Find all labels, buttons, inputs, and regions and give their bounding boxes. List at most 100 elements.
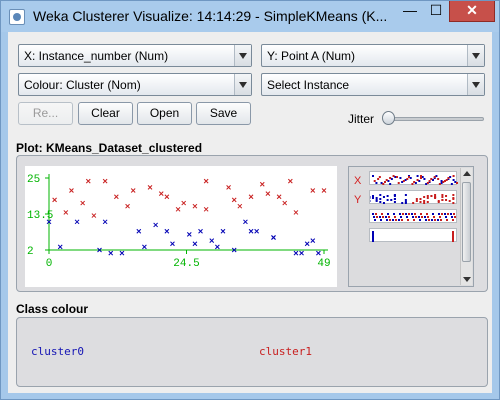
- maximize-button[interactable]: ☐: [429, 2, 443, 18]
- data-point-cluster1[interactable]: [282, 200, 288, 206]
- select-instance-select[interactable]: Select Instance: [261, 73, 485, 96]
- data-point-cluster0[interactable]: [304, 241, 310, 247]
- plot-panel: 25 13.5 2 0 24.5 49 X Y: [16, 155, 488, 292]
- data-point-cluster1[interactable]: [80, 200, 86, 206]
- data-point-cluster1[interactable]: [91, 213, 97, 218]
- data-point-cluster1[interactable]: [130, 188, 136, 193]
- attribute-bar-point-b[interactable]: [369, 209, 457, 223]
- data-point-cluster0[interactable]: [310, 238, 316, 243]
- minimize-button[interactable]: —: [403, 2, 417, 18]
- mini-point-cluster1: [376, 216, 378, 218]
- mini-point-cluster1: [395, 219, 397, 221]
- data-point-cluster1[interactable]: [237, 203, 243, 209]
- colour-select[interactable]: Colour: Cluster (Nom): [18, 73, 252, 96]
- data-point-cluster0[interactable]: [136, 228, 142, 234]
- data-point-cluster0[interactable]: [108, 250, 114, 256]
- y-axis-select[interactable]: Y: Point A (Num): [261, 44, 485, 67]
- data-point-cluster1[interactable]: [102, 178, 108, 184]
- data-point-cluster0[interactable]: [209, 238, 215, 243]
- data-point-cluster1[interactable]: [175, 206, 181, 212]
- data-point-cluster0[interactable]: [119, 250, 125, 256]
- data-point-cluster0[interactable]: [74, 219, 80, 225]
- data-point-cluster0[interactable]: [231, 247, 237, 253]
- attribute-bar-instance-number[interactable]: [369, 171, 458, 185]
- data-point-cluster1[interactable]: [321, 188, 327, 193]
- title-bar[interactable]: Weka Clusterer Visualize: 14:14:29 - Sim…: [1, 1, 499, 32]
- data-point-cluster1[interactable]: [113, 194, 119, 200]
- data-point-cluster1[interactable]: [276, 194, 282, 200]
- mini-point-cluster1: [423, 202, 426, 204]
- data-point-cluster1[interactable]: [203, 178, 209, 184]
- data-point-cluster0[interactable]: [153, 222, 158, 228]
- data-point-cluster1[interactable]: [265, 191, 271, 197]
- attribute-bar-cluster[interactable]: [369, 228, 457, 242]
- data-point-cluster1[interactable]: [287, 178, 293, 184]
- chevron-down-icon[interactable]: [467, 45, 484, 66]
- data-point-cluster1[interactable]: [310, 188, 316, 193]
- save-button[interactable]: Save: [196, 102, 251, 125]
- data-point-cluster1[interactable]: [259, 181, 265, 187]
- chevron-down-icon[interactable]: [234, 45, 251, 66]
- data-point-cluster0[interactable]: [198, 228, 203, 234]
- data-point-cluster0[interactable]: [170, 241, 175, 247]
- cluster1-legend[interactable]: cluster1: [259, 345, 312, 358]
- chevron-down-icon[interactable]: [467, 74, 484, 95]
- data-point-cluster0[interactable]: [97, 247, 102, 253]
- data-point-cluster1[interactable]: [63, 210, 69, 215]
- data-point-cluster0[interactable]: [215, 244, 220, 250]
- data-point-cluster1[interactable]: [181, 200, 187, 206]
- cluster0-legend[interactable]: cluster0: [31, 345, 84, 358]
- x-axis-select[interactable]: X: Instance_number (Num): [18, 44, 252, 67]
- mini-point-cluster0: [372, 197, 374, 199]
- close-button[interactable]: ✕: [449, 1, 495, 22]
- data-point-cluster1[interactable]: [203, 206, 209, 212]
- data-point-cluster1[interactable]: [164, 194, 170, 200]
- jitter-slider[interactable]: [386, 117, 484, 121]
- data-point-cluster0[interactable]: [57, 244, 63, 250]
- data-point-cluster0[interactable]: [293, 250, 299, 256]
- data-point-cluster0[interactable]: [192, 241, 198, 247]
- data-point-cluster1[interactable]: [158, 191, 164, 197]
- data-point-cluster1[interactable]: [52, 197, 57, 203]
- data-point-cluster1[interactable]: [248, 194, 254, 200]
- scroll-up-icon[interactable]: [461, 168, 473, 180]
- data-point-cluster0[interactable]: [299, 250, 304, 256]
- data-point-cluster0[interactable]: [164, 228, 170, 234]
- data-point-cluster0[interactable]: [254, 228, 260, 234]
- data-point-cluster1[interactable]: [125, 203, 130, 209]
- data-point-cluster1[interactable]: [231, 197, 237, 203]
- data-point-cluster0[interactable]: [186, 231, 192, 237]
- mini-point-cluster0: [440, 182, 443, 184]
- data-point-cluster1[interactable]: [192, 203, 198, 209]
- scatter-plot[interactable]: 25 13.5 2 0 24.5 49: [25, 166, 337, 287]
- data-point-cluster0[interactable]: [243, 219, 248, 225]
- data-point-cluster0[interactable]: [220, 228, 226, 234]
- data-point-cluster1[interactable]: [69, 188, 74, 193]
- attribute-scrollbar[interactable]: [460, 168, 472, 285]
- scrollbar-thumb[interactable]: [462, 182, 471, 262]
- scatter-plot-canvas[interactable]: 25 13.5 20 24.5 49: [25, 166, 337, 287]
- reset-button[interactable]: Re...: [18, 102, 73, 125]
- attribute-bar-point-a[interactable]: [369, 190, 457, 204]
- mini-point-cluster0: [400, 216, 402, 218]
- scroll-down-icon[interactable]: [461, 273, 473, 285]
- data-point-cluster0[interactable]: [316, 250, 321, 256]
- chevron-down-icon[interactable]: [234, 74, 251, 95]
- data-point-cluster1[interactable]: [226, 185, 231, 190]
- mini-point-cluster1: [420, 175, 422, 177]
- open-button[interactable]: Open: [137, 102, 192, 125]
- clear-button[interactable]: Clear: [78, 102, 133, 125]
- data-point-cluster1[interactable]: [85, 178, 91, 184]
- data-point-cluster1[interactable]: [147, 185, 153, 190]
- data-point-cluster0[interactable]: [248, 228, 254, 234]
- mini-point-cluster1: [452, 175, 455, 177]
- data-point-cluster1[interactable]: [293, 210, 299, 215]
- jitter-slider-handle[interactable]: [382, 111, 395, 125]
- mini-point-cluster0: [372, 175, 374, 177]
- mini-point-cluster1: [378, 176, 381, 178]
- mini-point-cluster0: [382, 196, 385, 198]
- data-point-cluster0[interactable]: [46, 219, 52, 225]
- data-point-cluster0[interactable]: [102, 219, 108, 225]
- data-point-cluster0[interactable]: [271, 235, 276, 240]
- data-point-cluster0[interactable]: [142, 244, 147, 250]
